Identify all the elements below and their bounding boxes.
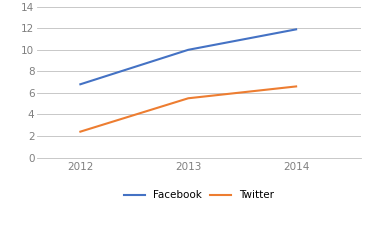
Twitter [78, 130, 83, 133]
Facebook [294, 28, 298, 31]
Twitter [186, 97, 190, 100]
Twitter [294, 85, 298, 88]
Facebook [78, 83, 83, 86]
Facebook [186, 48, 190, 51]
Legend: Facebook, Twitter: Facebook, Twitter [124, 190, 274, 200]
Line: Twitter: Twitter [80, 86, 296, 132]
Line: Facebook: Facebook [80, 29, 296, 84]
